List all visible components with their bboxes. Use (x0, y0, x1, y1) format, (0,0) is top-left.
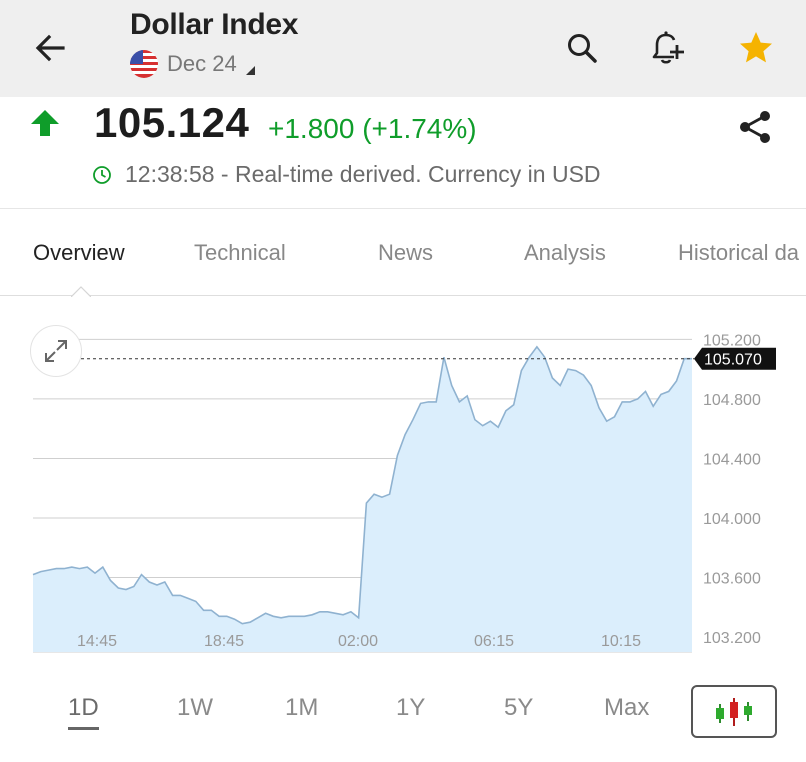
y-tick-label: 103.200 (703, 630, 761, 647)
quote-time-row: 12:38:58 - Real-time derived. Currency i… (92, 161, 601, 188)
candlestick-icon (716, 697, 752, 726)
active-tab-pointer (71, 286, 91, 297)
y-axis-labels: 105.200 104.800 104.400 104.000 103.600 103.2… (703, 332, 761, 647)
app-header: Dollar Index Dec 24 (0, 0, 806, 97)
tab-technical[interactable]: Technical (194, 240, 286, 265)
current-value-tag: 105.070 (694, 347, 776, 370)
range-1m[interactable]: 1M (285, 694, 319, 721)
quote-panel: 105.124 +1.800 (+1.74%) 12:38:58 - Real-… (0, 97, 806, 209)
candlestick-toggle-button[interactable] (691, 685, 777, 738)
quote-time-status: 12:38:58 - Real-time derived. Currency i… (125, 161, 601, 187)
y-tick-label: 104.000 (703, 511, 761, 528)
search-icon (568, 34, 597, 63)
add-alert-button[interactable] (643, 24, 691, 72)
tab-news[interactable]: News (378, 240, 434, 265)
x-tick-label: 02:00 (338, 633, 378, 650)
caret-down-icon (245, 65, 255, 75)
range-5y[interactable]: 5Y (504, 694, 534, 721)
back-arrow-icon (35, 34, 65, 62)
x-tick-label: 10:15 (601, 633, 641, 650)
range-1w[interactable]: 1W (177, 694, 213, 721)
page-title: Dollar Index (130, 8, 299, 41)
contract-selector[interactable]: Dec 24 (130, 50, 255, 78)
share-icon (740, 111, 770, 143)
add-alert-bell-icon (652, 31, 684, 64)
time-range-selector: 1D 1W 1M 1Y 5Y Max (0, 684, 806, 740)
y-tick-label: 103.600 (703, 571, 761, 588)
current-value-label: 105.070 (704, 352, 762, 369)
y-tick-label: 105.200 (703, 332, 761, 349)
contract-label: Dec 24 (167, 51, 237, 76)
share-button[interactable] (733, 105, 777, 149)
range-1d[interactable]: 1D (68, 694, 99, 721)
y-tick-label: 104.800 (703, 392, 761, 409)
price-chart[interactable]: 105.070 105.200 104.800 104.400 104.000 103.… (0, 297, 806, 667)
price-line (32, 345, 692, 625)
section-tabs: Overview Technical News Analysis Histori… (0, 210, 806, 296)
x-tick-label: 06:15 (474, 633, 514, 650)
active-range-underline (68, 727, 99, 730)
expand-icon (45, 340, 67, 362)
back-button[interactable] (28, 26, 72, 70)
star-icon (740, 32, 772, 63)
last-price: 105.124 (94, 99, 250, 146)
search-button[interactable] (558, 24, 606, 72)
x-tick-label: 14:45 (77, 633, 117, 650)
price-area-fill (33, 346, 692, 652)
x-tick-label: 18:45 (204, 633, 244, 650)
price-change: +1.800 (+1.74%) (268, 113, 477, 144)
up-arrow-icon (31, 110, 59, 136)
range-max[interactable]: Max (604, 694, 650, 721)
favorite-button[interactable] (732, 24, 780, 72)
tab-historical-data[interactable]: Historical da (678, 240, 800, 265)
x-axis-labels: 14:45 18:45 02:00 06:15 10:15 (77, 633, 641, 650)
us-flag-icon (130, 50, 158, 78)
expand-chart-button[interactable] (30, 325, 82, 377)
current-value-tag-background (694, 347, 776, 370)
range-1y[interactable]: 1Y (396, 694, 426, 721)
y-tick-label: 104.400 (703, 451, 761, 468)
clock-icon (93, 165, 111, 184)
tab-overview[interactable]: Overview (33, 240, 125, 265)
tab-analysis[interactable]: Analysis (524, 240, 606, 265)
